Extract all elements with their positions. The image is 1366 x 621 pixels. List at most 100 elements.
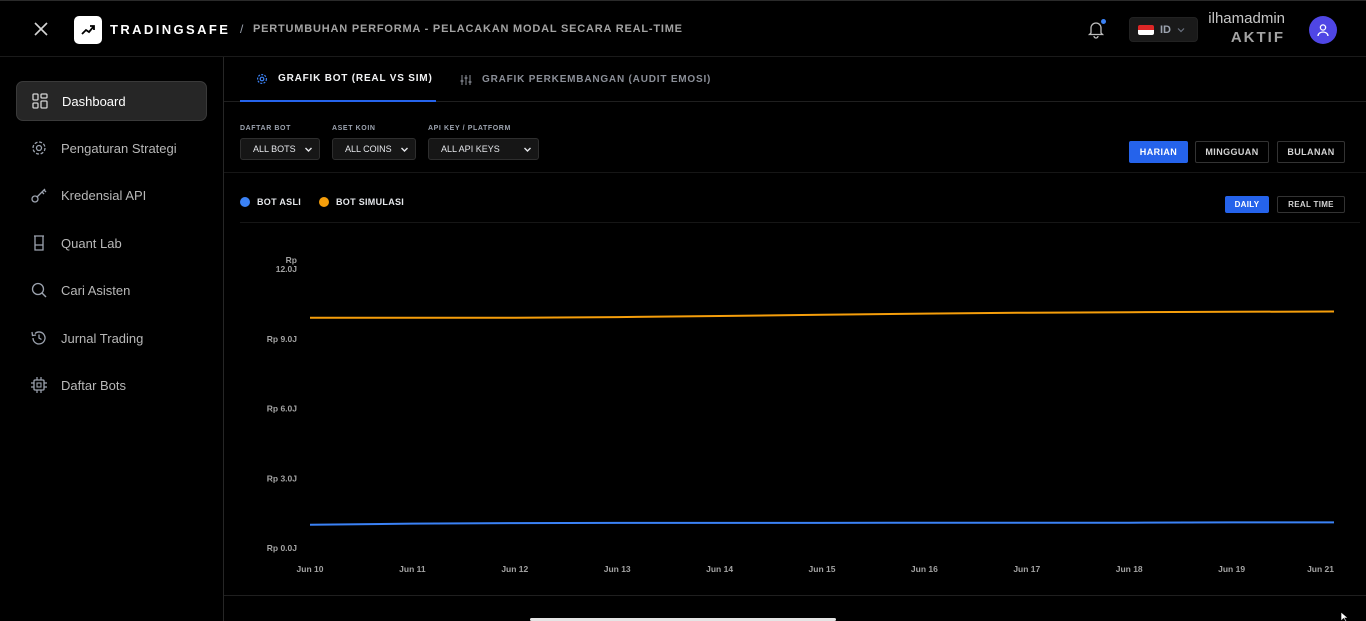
tab-label: GRAFIK BOT (REAL VS SIM) <box>278 73 433 84</box>
coin-select[interactable]: ALL COINS <box>332 138 416 160</box>
breadcrumb-separator: / <box>240 22 244 36</box>
search-icon <box>30 281 48 299</box>
x-tick-label: Jun 14 <box>706 564 733 574</box>
close-sidebar-button[interactable] <box>31 19 51 39</box>
main-content: GRAFIK BOT (REAL VS SIM) GRAFIK PERKEMBA… <box>224 57 1366 621</box>
bot-filter-label: DAFTAR BOT <box>240 125 291 132</box>
indonesia-flag-icon <box>1138 24 1154 35</box>
bell-icon <box>1087 22 1105 39</box>
legend-real-bot: BOT ASLI <box>240 197 301 207</box>
filter-bar: DAFTAR BOT ALL BOTS ASET KOIN ALL COINS … <box>224 103 1366 173</box>
history-icon <box>30 329 48 347</box>
section-divider <box>224 595 1366 596</box>
tab-growth-chart[interactable]: GRAFIK PERKEMBANGAN (AUDIT EMOSI) <box>460 57 711 102</box>
sidebar-item-label: Quant Lab <box>61 235 122 251</box>
x-tick-label: Jun 17 <box>1013 564 1040 574</box>
bot-select-value: ALL BOTS <box>253 144 296 154</box>
x-tick-label: Jun 18 <box>1116 564 1143 574</box>
sidebar-item-journal[interactable]: Jurnal Trading <box>16 318 207 358</box>
sidebar-item-label: Pengaturan Strategi <box>61 140 177 156</box>
sidebar-item-label: Daftar Bots <box>61 377 127 393</box>
y-tick-label: Rp 9.0J <box>267 334 298 344</box>
x-tick-label: Jun 10 <box>297 564 324 574</box>
chevron-down-icon <box>524 147 531 152</box>
chevron-down-icon <box>1177 27 1185 32</box>
mode-realtime-button[interactable]: REAL TIME <box>1277 196 1345 213</box>
sidebar-item-label: Kredensial API <box>61 187 147 203</box>
chevron-down-icon <box>401 147 408 152</box>
beaker-icon <box>30 234 48 252</box>
chart-divider <box>240 222 1360 223</box>
brand-logo[interactable] <box>74 16 102 44</box>
user-name: ilhamadmin <box>1208 10 1285 27</box>
mode-daily-button[interactable]: DAILY <box>1225 196 1269 213</box>
bot-filter: DAFTAR BOT ALL BOTS <box>240 125 320 160</box>
x-tick-label: Jun 15 <box>809 564 836 574</box>
sidebar-item-label: Cari Asisten <box>61 282 131 298</box>
gear-icon <box>30 139 48 157</box>
tab-label: GRAFIK PERKEMBANGAN (AUDIT EMOSI) <box>482 74 712 85</box>
chart-tabs: GRAFIK BOT (REAL VS SIM) GRAFIK PERKEMBA… <box>224 57 1366 102</box>
chip-icon <box>30 376 48 394</box>
language-code: ID <box>1160 23 1171 36</box>
user-status: AKTIF <box>1230 29 1285 46</box>
legend-sim-bot: BOT SIMULASI <box>319 197 404 207</box>
sidebar: Dashboard Pengaturan Strategi Kredensial… <box>0 57 224 621</box>
chevron-down-icon <box>305 147 312 152</box>
sidebar-item-search-assistant[interactable]: Cari Asisten <box>16 270 207 310</box>
sliders-icon <box>460 74 472 85</box>
notifications-button[interactable] <box>1086 19 1106 39</box>
x-tick-label: Jun 13 <box>604 564 631 574</box>
period-weekly-button[interactable]: MINGGUAN <box>1195 141 1269 163</box>
y-tick-label: Rp 6.0J <box>267 404 298 414</box>
top-header: TRADINGSAFE / PERTUMBUHAN PERFORMA - PEL… <box>0 0 1366 57</box>
trend-up-icon <box>81 25 95 35</box>
period-daily-button[interactable]: HARIAN <box>1129 141 1188 163</box>
sidebar-item-label: Dashboard <box>62 93 126 109</box>
legend-dot <box>240 197 250 207</box>
coin-filter: ASET KOIN ALL COINS <box>332 125 416 160</box>
x-tick-label: Jun 16 <box>911 564 938 574</box>
gear-icon <box>256 73 268 84</box>
dashboard-icon <box>31 92 49 110</box>
sidebar-item-dashboard[interactable]: Dashboard <box>16 81 207 121</box>
series-line-bot-asli <box>309 521 1334 526</box>
y-tick-label: 12.0J <box>276 264 298 274</box>
sidebar-item-api[interactable]: Kredensial API <box>16 175 207 215</box>
period-monthly-button[interactable]: BULANAN <box>1277 141 1345 163</box>
mouse-cursor-icon <box>1340 612 1349 621</box>
sidebar-item-quant-lab[interactable]: Quant Lab <box>16 223 207 263</box>
legend-label: BOT ASLI <box>257 197 302 207</box>
coin-filter-label: ASET KOIN <box>332 125 376 132</box>
api-filter-label: API KEY / PLATFORM <box>428 125 511 132</box>
brand-name: TRADINGSAFE <box>110 22 231 37</box>
horizontal-scrollbar[interactable] <box>530 618 836 621</box>
sidebar-item-bots[interactable]: Daftar Bots <box>16 365 207 405</box>
api-select-value: ALL API KEYS <box>441 144 500 154</box>
api-filter: API KEY / PLATFORM ALL API KEYS <box>428 125 539 160</box>
legend-label: BOT SIMULASI <box>336 197 405 207</box>
user-icon <box>1317 24 1329 37</box>
x-tick-label: Jun 21 <box>1307 564 1334 574</box>
close-icon <box>34 22 48 36</box>
notification-badge <box>1101 19 1106 24</box>
y-tick-label: Rp 3.0J <box>267 473 298 483</box>
y-tick-label: Rp <box>286 255 297 265</box>
sidebar-item-label: Jurnal Trading <box>61 330 144 346</box>
api-select[interactable]: ALL API KEYS <box>428 138 539 160</box>
y-tick-label: Rp 0.0J <box>267 543 298 553</box>
user-avatar[interactable] <box>1309 16 1337 44</box>
series-line-bot-simulasi <box>310 310 1335 319</box>
key-icon <box>30 186 48 204</box>
bot-select[interactable]: ALL BOTS <box>240 138 320 160</box>
page-title: PERTUMBUHAN PERFORMA - PELACAKAN MODAL S… <box>253 23 683 35</box>
x-tick-label: Jun 19 <box>1218 564 1245 574</box>
coin-select-value: ALL COINS <box>345 144 392 154</box>
language-selector[interactable]: ID <box>1129 17 1198 42</box>
tab-bot-chart[interactable]: GRAFIK BOT (REAL VS SIM) <box>240 57 436 102</box>
sidebar-item-strategy[interactable]: Pengaturan Strategi <box>16 128 207 168</box>
x-tick-label: Jun 11 <box>399 564 426 574</box>
legend-dot <box>319 197 329 207</box>
